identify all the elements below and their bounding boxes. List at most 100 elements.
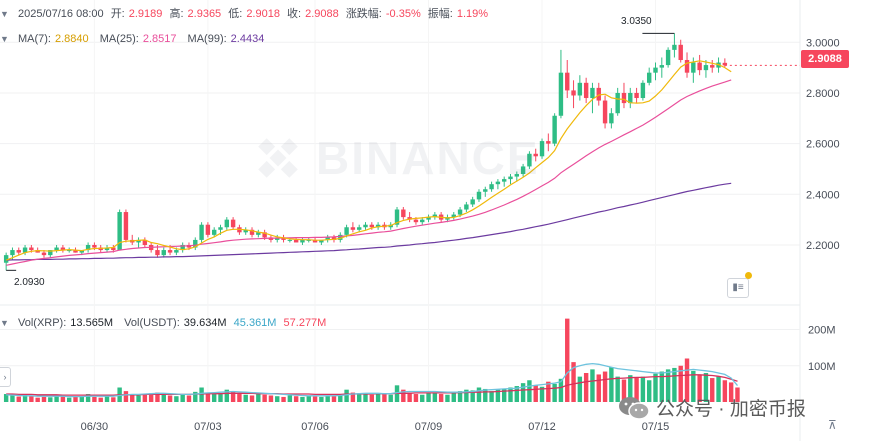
candle-body xyxy=(407,217,412,220)
price-axis-tick: 2.8000 xyxy=(806,88,840,100)
volume-bar xyxy=(243,394,248,402)
volume-bar xyxy=(268,395,274,402)
volume-bar xyxy=(356,393,362,402)
time-axis-tick: 06/30 xyxy=(81,421,109,433)
volume-bar xyxy=(697,375,702,402)
volume-bar xyxy=(256,394,261,402)
volume-bar xyxy=(401,389,406,402)
candle-body xyxy=(533,153,538,157)
candle-body xyxy=(426,217,431,220)
volume-bar xyxy=(615,376,620,402)
candle-body xyxy=(596,87,601,101)
candle-body xyxy=(331,237,337,240)
ma7-value: 2.8840 xyxy=(54,33,89,45)
candle-body xyxy=(401,209,406,218)
ma25-line xyxy=(6,79,732,266)
candle-body xyxy=(722,62,728,66)
collapse-caret-icon[interactable]: ▼ xyxy=(0,9,9,19)
time-axis-tick: 07/06 xyxy=(301,421,329,433)
candle-body xyxy=(10,250,15,256)
candle-body xyxy=(243,229,248,233)
volume-bar xyxy=(653,373,658,402)
volume-bar xyxy=(325,395,330,402)
volume-bar xyxy=(577,376,583,402)
candle-body xyxy=(457,209,463,215)
volume-bar xyxy=(565,318,570,402)
volume-bar xyxy=(262,394,267,402)
candle-body xyxy=(224,219,230,228)
candle-body xyxy=(104,247,110,251)
volume-bar xyxy=(634,377,639,402)
volume-bar xyxy=(29,396,34,402)
candle-body xyxy=(546,141,551,144)
volume-bar xyxy=(66,397,72,402)
volume-bar xyxy=(180,394,185,402)
volume-bar xyxy=(571,362,576,402)
time-axis-tick: 07/03 xyxy=(194,421,222,433)
volume-axis-tick: 100M xyxy=(808,361,836,373)
candle-body xyxy=(35,250,40,253)
candle-body xyxy=(394,209,400,225)
volume-bar xyxy=(54,395,59,402)
candle-body xyxy=(180,244,185,251)
candle-body xyxy=(514,174,520,177)
candle-body xyxy=(287,239,293,241)
binance-logo-icon xyxy=(258,138,298,178)
volume-bar xyxy=(148,393,154,402)
volume-bar xyxy=(722,380,728,402)
volume-bar xyxy=(174,396,179,402)
candle-body xyxy=(155,250,160,256)
price-axis-tick: 2.2000 xyxy=(806,240,840,252)
candle-body xyxy=(583,82,589,99)
vol-ma2-value: 57.277M xyxy=(283,317,327,329)
ma99-value: 2.4434 xyxy=(230,33,265,45)
ma-collapse-caret-icon[interactable]: ▼ xyxy=(0,34,9,44)
candle-body xyxy=(464,204,469,210)
candle-body xyxy=(539,141,545,157)
candle-body xyxy=(684,60,690,73)
candle-body xyxy=(615,92,620,114)
candle-body xyxy=(628,92,633,104)
volume-bar xyxy=(432,392,438,402)
volume-bar xyxy=(596,374,601,402)
candle-body xyxy=(495,181,501,185)
ma99-label: MA(99): xyxy=(187,33,227,45)
candle-body xyxy=(590,87,595,99)
candle-body xyxy=(565,72,570,91)
volume-bar xyxy=(476,387,482,402)
reset-scale-icon[interactable]: ⊼ xyxy=(828,418,837,432)
candle-body xyxy=(218,227,223,230)
volume-bar xyxy=(451,392,456,402)
vol-xrp-label: Vol(XRP): xyxy=(17,317,67,329)
volume-bar xyxy=(691,370,696,402)
candle-body xyxy=(665,49,671,66)
volume-bar xyxy=(230,391,236,402)
volume-bar xyxy=(60,396,66,402)
price-axis-tick: 3.0000 xyxy=(806,37,840,49)
volume-bar xyxy=(495,389,501,402)
volume-bar xyxy=(10,395,15,402)
candle-body xyxy=(79,250,85,253)
candle-body xyxy=(710,65,715,68)
volume-bar xyxy=(716,376,721,402)
scroll-left-arrow-icon[interactable]: › xyxy=(0,367,11,387)
candle-body xyxy=(29,247,34,251)
candle-body xyxy=(293,239,299,243)
candle-body xyxy=(111,247,116,251)
volume-bar xyxy=(508,387,513,402)
volume-bar xyxy=(205,392,211,402)
indicator-toggle-button[interactable]: ▮≡ xyxy=(727,278,749,298)
candle-body xyxy=(300,239,305,243)
open-label: 开: xyxy=(110,8,125,20)
volume-bar xyxy=(218,394,223,402)
volume-bar xyxy=(602,371,608,402)
ohlc-info-row: ▼ 2025/07/16 08:00 开: 2.9189 高: 2.9365 低: 2… xyxy=(0,6,492,22)
candle-body xyxy=(262,232,267,238)
candle-body xyxy=(432,214,438,218)
vol-collapse-caret-icon[interactable]: ▼ xyxy=(0,318,9,328)
candle-body xyxy=(634,92,639,99)
candle-body xyxy=(325,237,330,240)
volume-bar xyxy=(136,395,141,402)
